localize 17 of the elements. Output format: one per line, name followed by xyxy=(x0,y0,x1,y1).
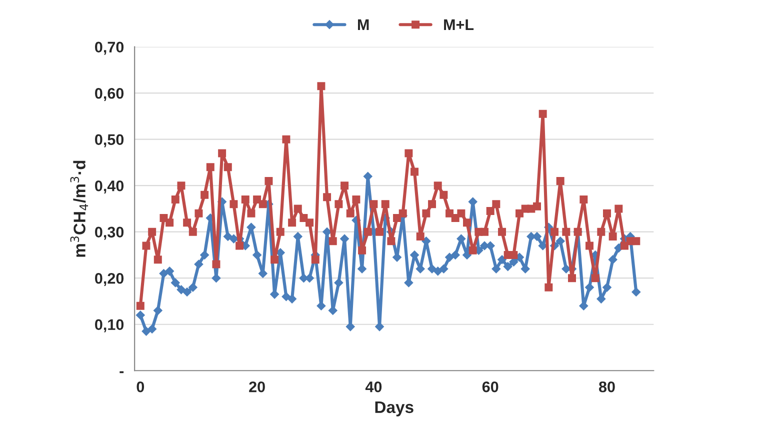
y-tick-label: 0,30 xyxy=(95,226,124,240)
y-tick-label: 0,60 xyxy=(95,88,124,102)
y-tick-label: - xyxy=(120,371,124,374)
y-tick-label: 0,40 xyxy=(95,180,124,194)
y-tick-label: 0,10 xyxy=(95,319,124,332)
y-tick-label: 0,20 xyxy=(95,272,124,286)
legend-label: M xyxy=(358,19,369,30)
x-tick-label: 0 xyxy=(136,381,144,392)
y-tick-label: 0,50 xyxy=(95,134,124,148)
x-axis-title: Days xyxy=(375,401,414,416)
x-tick-label: 60 xyxy=(482,381,498,392)
legend-label: M+L xyxy=(444,19,474,30)
x-tick-label: 40 xyxy=(365,381,382,392)
x-tick-label: 80 xyxy=(598,381,615,392)
y-tick-label: 0,70 xyxy=(95,42,124,55)
x-tick-label: 20 xyxy=(249,381,265,392)
y-axis-title: m$^{3}$CH$_{4}$/m$^{3}$·d xyxy=(70,160,88,257)
